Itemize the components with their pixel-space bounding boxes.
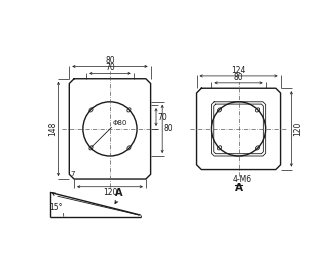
Text: 148: 148: [48, 122, 57, 136]
Text: 80: 80: [234, 73, 243, 82]
Text: 80: 80: [105, 56, 115, 65]
Text: 120: 120: [293, 122, 302, 136]
Text: 15°: 15°: [49, 203, 63, 212]
Text: 70: 70: [105, 63, 115, 72]
Text: 80: 80: [164, 124, 173, 133]
Text: 120: 120: [103, 188, 117, 197]
Text: 124: 124: [231, 66, 246, 75]
Text: A: A: [235, 183, 243, 193]
Text: A: A: [116, 188, 123, 198]
Text: 4-M6: 4-M6: [233, 175, 252, 184]
Text: Φ80: Φ80: [113, 120, 127, 126]
Text: 70: 70: [158, 113, 167, 122]
Text: 7: 7: [71, 171, 75, 178]
